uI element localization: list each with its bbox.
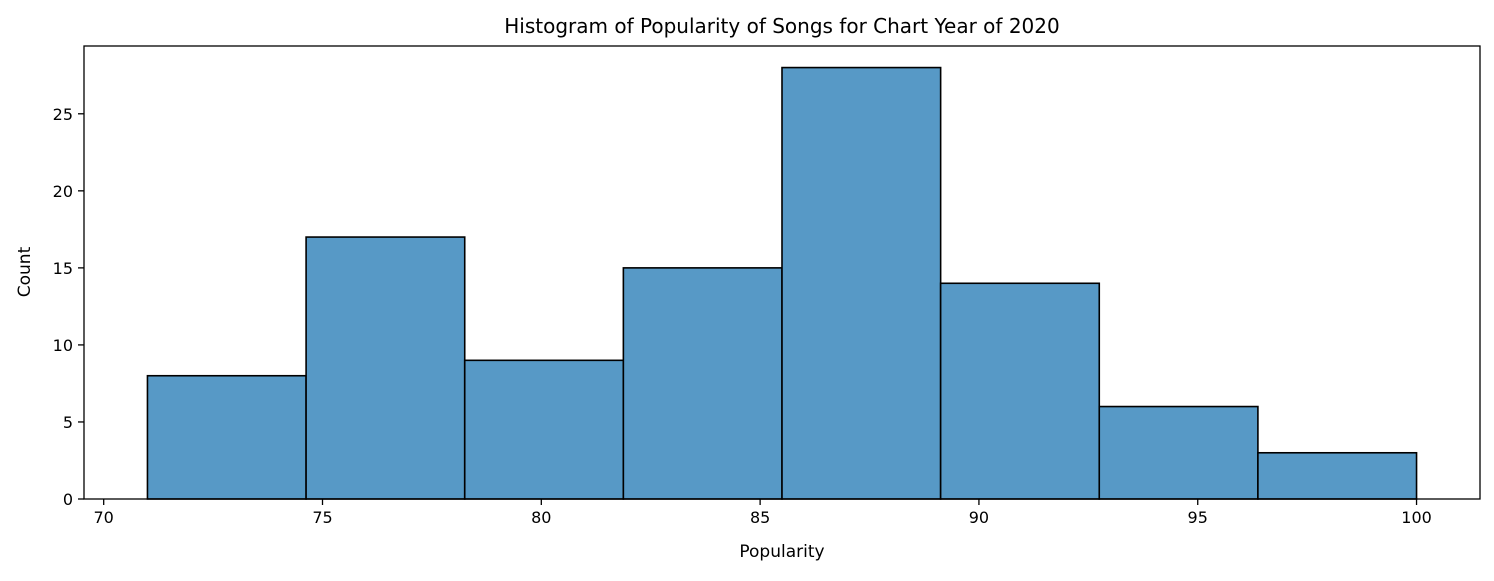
- y-tick-label: 20: [53, 182, 73, 201]
- x-tick-label: 95: [1188, 508, 1208, 527]
- y-tick-label: 5: [63, 413, 73, 432]
- chart-title: Histogram of Popularity of Songs for Cha…: [504, 14, 1059, 38]
- histogram-bar: [622, 267, 783, 500]
- histogram-bar: [939, 282, 1101, 500]
- histogram-bar: [305, 236, 466, 500]
- histogram-bar: [1098, 405, 1259, 500]
- y-tick-label: 25: [53, 105, 73, 124]
- x-tick-label: 100: [1401, 508, 1432, 527]
- plot-frame: [83, 45, 1481, 500]
- x-tick-label: 85: [750, 508, 770, 527]
- histogram-bar: [1257, 451, 1418, 500]
- histogram-bars: [146, 66, 1418, 500]
- y-axis-label: Count: [15, 246, 35, 297]
- x-tick-label: 75: [312, 508, 332, 527]
- x-tick-label: 70: [94, 508, 114, 527]
- y-tick-label: 0: [63, 490, 73, 509]
- histogram-bar: [781, 66, 942, 500]
- x-axis-ticks: 70 75 80 85 90 95 100: [94, 499, 1432, 527]
- histogram-bar: [146, 374, 307, 500]
- y-tick-label: 10: [53, 336, 73, 355]
- y-tick-label: 15: [53, 259, 73, 278]
- histogram-bar: [463, 359, 625, 500]
- x-tick-label: 90: [969, 508, 989, 527]
- x-tick-label: 80: [531, 508, 551, 527]
- x-axis-label: Popularity: [739, 542, 824, 562]
- y-axis-ticks: 0 5 10 15 20 25: [53, 105, 84, 509]
